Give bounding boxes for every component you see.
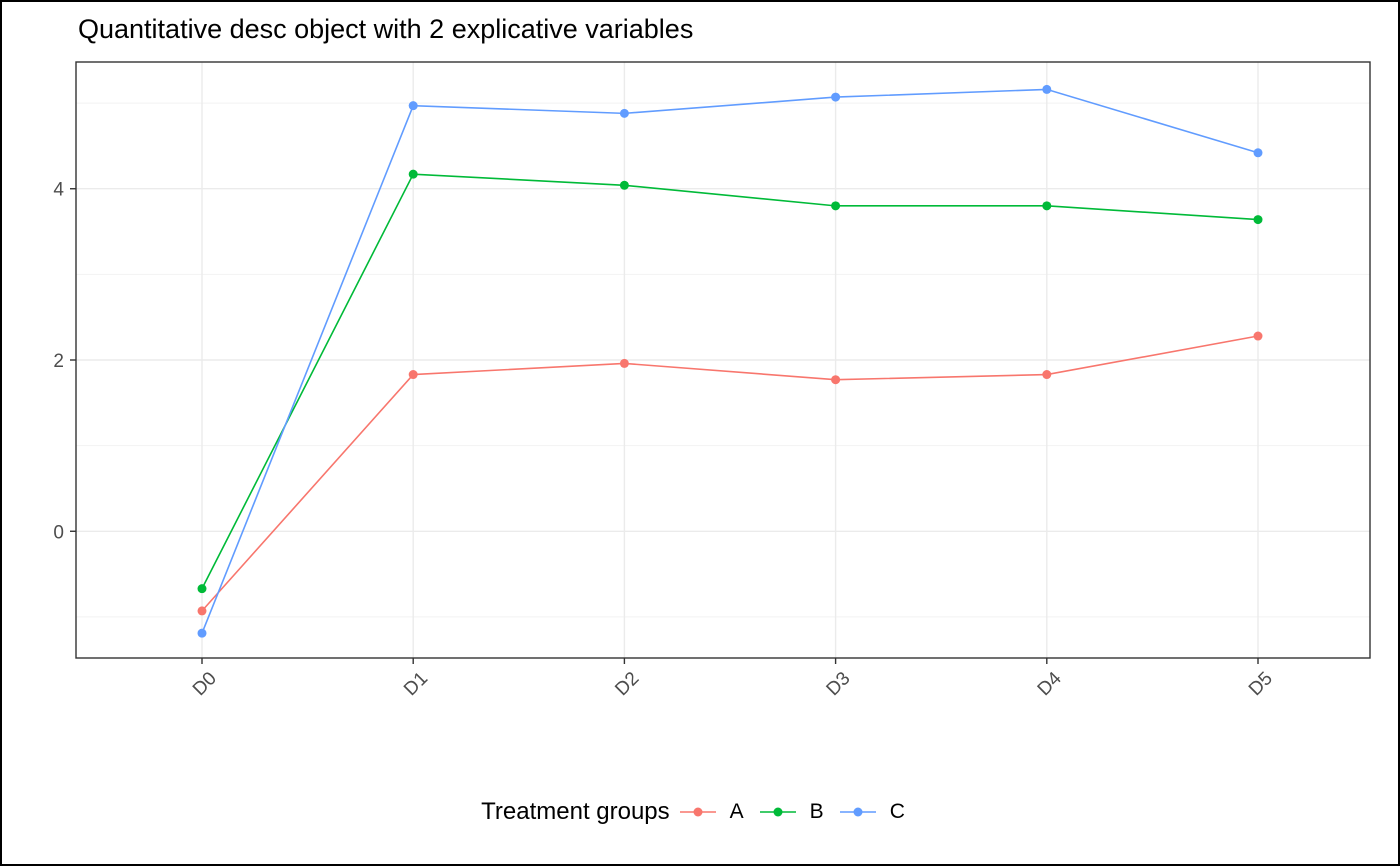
data-point-A-D0	[197, 606, 207, 616]
x-tick-label: D3	[823, 668, 855, 700]
data-point-B-D3	[831, 201, 841, 211]
data-point-C-D3	[831, 92, 841, 102]
chart-title: Quantitative desc object with 2 explicat…	[78, 14, 694, 44]
x-tick-label: D0	[189, 668, 221, 700]
data-point-C-D0	[197, 628, 207, 638]
series-line-C	[201, 88, 1259, 634]
data-point-B-D5	[1253, 215, 1263, 225]
data-point-A-D2	[619, 358, 629, 368]
legend-title: Treatment groups	[481, 798, 670, 825]
data-point-C-D2	[619, 108, 629, 118]
data-point-B-D2	[619, 180, 629, 190]
data-point-B-D1	[408, 169, 418, 179]
y-tick-label: 0	[53, 522, 64, 543]
data-point-C-D5	[1253, 148, 1263, 158]
x-tick-label: D2	[611, 668, 643, 700]
data-point-B-D0	[197, 584, 207, 594]
legend-key-C	[839, 807, 876, 817]
legend: Treatment groups A B C	[2, 798, 1398, 826]
legend-item-A: A	[678, 800, 744, 824]
y-tick-label: 2	[53, 351, 64, 372]
data-point-C-D1	[408, 101, 418, 111]
legend-key-B	[759, 807, 796, 817]
data-point-A-D4	[1042, 370, 1052, 380]
data-point-C-D4	[1042, 84, 1052, 94]
data-point-A-D5	[1253, 331, 1263, 341]
data-point-A-D3	[831, 375, 841, 385]
x-tick-label: D1	[400, 668, 432, 700]
series-line-A	[201, 335, 1259, 612]
legend-item-B: B	[758, 800, 824, 824]
series-line-B	[201, 173, 1259, 590]
y-tick-label: 4	[53, 180, 64, 201]
data-point-B-D4	[1042, 201, 1052, 211]
legend-item-C: C	[838, 800, 905, 824]
legend-label: C	[889, 800, 905, 823]
legend-key-A	[679, 807, 716, 817]
data-point-A-D1	[408, 370, 418, 380]
legend-label: A	[729, 800, 744, 823]
legend-label: B	[809, 800, 824, 823]
x-tick-label: D4	[1034, 668, 1066, 700]
x-tick-label: D5	[1245, 668, 1277, 700]
